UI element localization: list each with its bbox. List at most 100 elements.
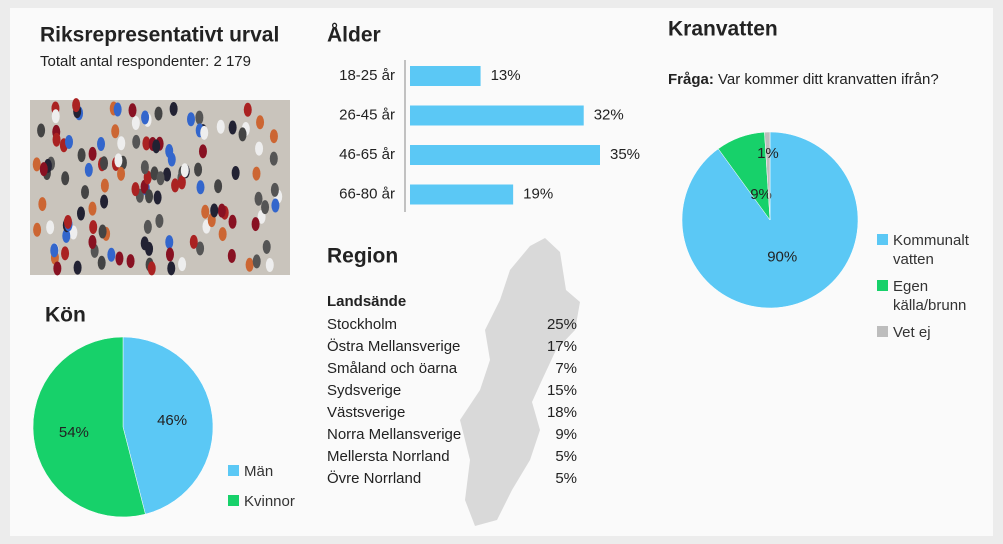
photo-person xyxy=(40,162,48,176)
photo-person xyxy=(64,215,72,229)
legend-label: Män xyxy=(244,462,344,481)
photo-person xyxy=(210,203,218,217)
photo-person xyxy=(166,248,174,262)
photo-person xyxy=(219,227,227,241)
photo-person xyxy=(255,192,263,206)
legend-swatch xyxy=(877,326,888,337)
photo-person xyxy=(200,126,208,140)
photo-person xyxy=(89,220,97,234)
region-value: 15% xyxy=(547,382,577,399)
legend-swatch xyxy=(877,280,888,291)
photo-person xyxy=(229,215,237,229)
y-tick-label: 26-45 år xyxy=(339,106,395,123)
photo-person xyxy=(263,240,271,254)
photo-person xyxy=(141,110,149,124)
photo-person xyxy=(53,133,61,147)
photo-person xyxy=(72,98,80,112)
photo-person xyxy=(101,179,109,193)
question-label: Fråga: xyxy=(668,71,714,88)
photo-person xyxy=(246,258,254,272)
photo-person xyxy=(141,160,149,174)
photo-person xyxy=(201,205,209,219)
y-tick-label: 18-25 år xyxy=(339,67,395,84)
region-value: 5% xyxy=(555,470,577,487)
photo-person xyxy=(61,246,69,260)
region-value: 7% xyxy=(555,360,577,377)
photo-person xyxy=(117,136,125,150)
photo-person xyxy=(52,109,60,123)
region-name: Mellersta Norrland xyxy=(327,448,450,465)
photo-person xyxy=(178,175,186,189)
photo-person xyxy=(214,179,222,193)
page: {"header": {"title": "Riksrepresentativt… xyxy=(0,0,1003,544)
photo-person xyxy=(114,103,122,117)
legend-swatch xyxy=(877,234,888,245)
value-label: 54% xyxy=(59,424,89,441)
photo-person xyxy=(239,127,247,141)
photo-person xyxy=(181,163,189,177)
photo-person xyxy=(256,115,264,129)
legend-label: Kommunalt vatten xyxy=(893,231,993,269)
photo-person xyxy=(61,171,69,185)
region-value: 25% xyxy=(547,316,577,333)
photo-person xyxy=(98,256,106,270)
photo-person xyxy=(97,137,105,151)
region-name: Stockholm xyxy=(327,316,397,333)
photo-person xyxy=(155,107,163,121)
region-name: Västsverige xyxy=(327,404,405,421)
region-value: 17% xyxy=(547,338,577,355)
photo-person xyxy=(111,124,119,138)
photo-person xyxy=(114,153,122,167)
photo-person xyxy=(132,135,140,149)
legend-label: Egen källa/brunn xyxy=(893,277,993,315)
region-name: Småland och öarna xyxy=(327,360,458,377)
region-name: Östra Mellansverige xyxy=(327,337,460,355)
photo-person xyxy=(217,120,225,134)
photo-person xyxy=(77,206,85,220)
photo-person xyxy=(33,157,41,171)
legend-label: Kvinnor xyxy=(244,492,344,511)
chart-title: Kranvatten xyxy=(668,18,778,41)
photo-person xyxy=(270,152,278,166)
photo-person xyxy=(271,183,279,197)
photo-person xyxy=(37,123,45,137)
photo-person xyxy=(99,224,107,238)
photo-person xyxy=(74,261,82,275)
photo-person xyxy=(85,163,93,177)
photo-person xyxy=(187,112,195,126)
photo-person xyxy=(117,167,125,181)
legend-swatch xyxy=(228,495,239,506)
legend-swatch xyxy=(228,465,239,476)
bar xyxy=(410,185,513,205)
photo-person xyxy=(165,235,173,249)
photo-person xyxy=(252,167,260,181)
photo-person xyxy=(46,220,54,234)
bar xyxy=(410,145,600,165)
photo-person xyxy=(244,103,252,117)
photo-person xyxy=(144,220,152,234)
region-value: 18% xyxy=(547,404,577,421)
photo-person xyxy=(270,129,278,143)
photo-person xyxy=(194,163,202,177)
photo-person xyxy=(271,199,279,213)
photo-person xyxy=(145,242,153,256)
photo-person xyxy=(88,235,96,249)
photo-person xyxy=(127,254,135,268)
photo-person xyxy=(229,121,237,135)
region-value: 9% xyxy=(555,426,577,443)
value-label: 1% xyxy=(757,145,779,162)
photo-person xyxy=(199,144,207,158)
photo-person xyxy=(157,171,165,185)
photo-person xyxy=(154,191,162,205)
photo-person xyxy=(115,251,123,265)
photo-person xyxy=(81,185,89,199)
photo-person xyxy=(255,142,263,156)
photo-person xyxy=(129,103,137,117)
photo-person xyxy=(145,189,153,203)
bar xyxy=(410,106,584,126)
photo-person xyxy=(218,204,226,218)
photo-person xyxy=(78,148,86,162)
photo-bg xyxy=(30,100,290,275)
region-column-title: Landsände xyxy=(327,293,406,310)
infographic: Riksrepresentativt urval Totalt antal re… xyxy=(0,0,1003,544)
